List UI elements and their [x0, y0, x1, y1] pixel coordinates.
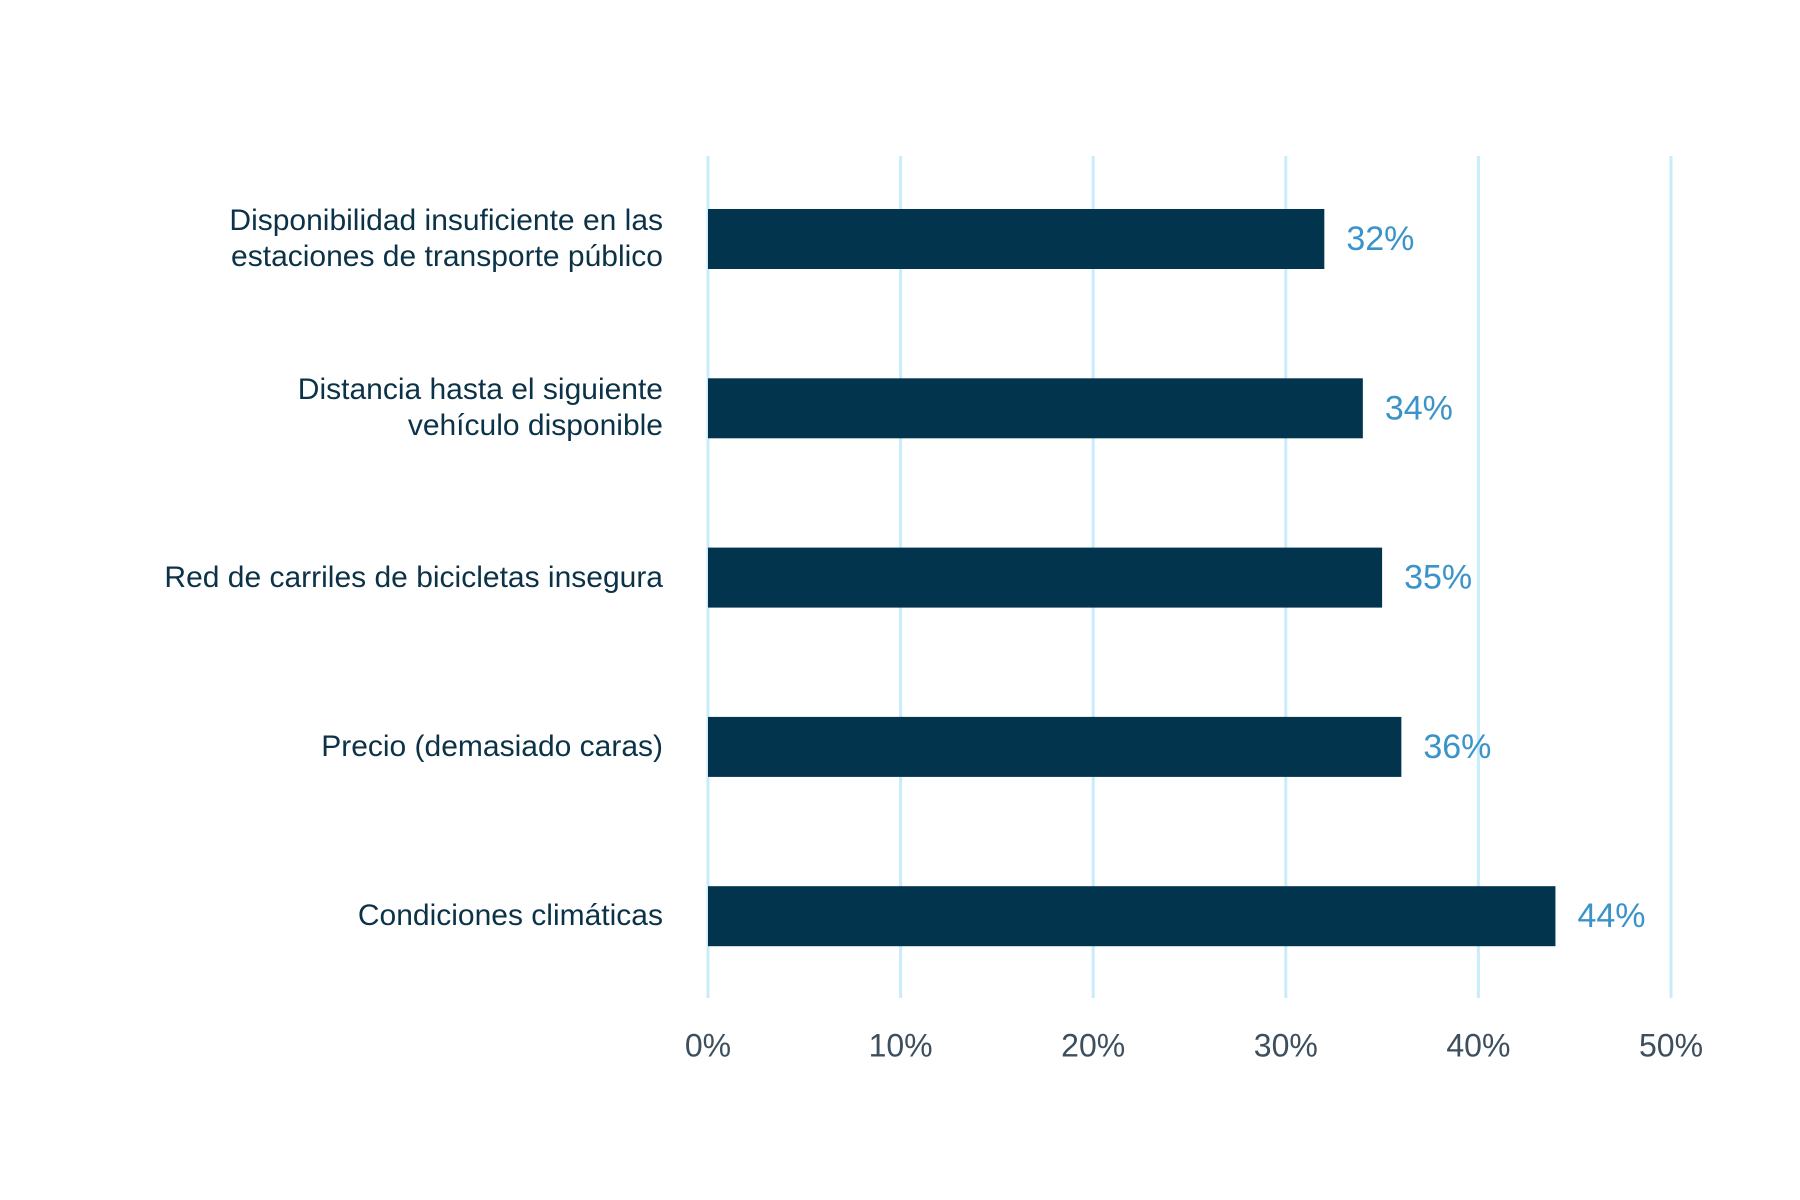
bar [708, 209, 1325, 269]
value-label: 34% [1385, 389, 1453, 427]
value-label: 32% [1346, 220, 1414, 258]
value-label: 35% [1404, 559, 1472, 597]
x-tick-label: 0% [685, 1027, 731, 1063]
category-label: Disponibilidad insuficiente en las estac… [229, 204, 663, 273]
category-label: Distancia hasta el siguiente vehículo di… [297, 373, 663, 443]
bar [708, 378, 1363, 439]
bar [708, 886, 1556, 947]
bar [708, 547, 1383, 608]
x-tick-label: 30% [1254, 1027, 1318, 1063]
x-tick-label: 40% [1446, 1027, 1510, 1063]
category-label: Condiciones climáticas [357, 899, 663, 933]
bar [708, 716, 1402, 777]
value-label: 44% [1577, 897, 1645, 935]
x-tick-label: 20% [1061, 1027, 1125, 1063]
x-tick-label: 50% [1639, 1027, 1703, 1063]
value-label: 36% [1423, 728, 1491, 766]
category-label: Precio (demasiado caras) [321, 729, 663, 763]
x-tick-label: 10% [869, 1027, 933, 1063]
category-label: Red de carriles de bicicletas insegura [164, 560, 663, 594]
